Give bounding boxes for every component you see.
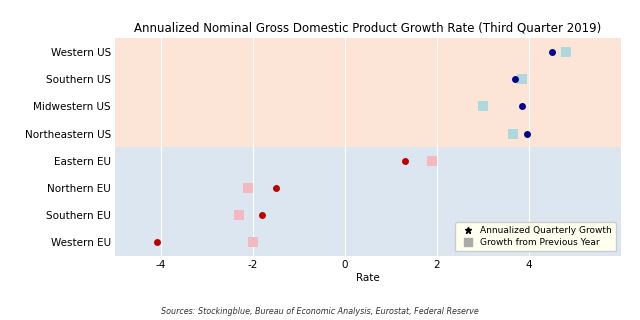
Bar [115,147,621,174]
Point [517,76,527,82]
Point [399,158,410,163]
Point [257,212,268,218]
Point [517,104,527,109]
Bar [115,174,621,202]
Bar [115,229,621,256]
Point [510,76,520,82]
Point [522,131,532,136]
Point [271,185,281,190]
Bar [115,93,621,120]
Bar [115,38,621,66]
Legend: Annualized Quarterly Growth, Growth from Previous Year: Annualized Quarterly Growth, Growth from… [455,222,616,252]
Point [478,104,488,109]
Point [508,131,518,136]
X-axis label: Rate: Rate [356,273,380,283]
Point [561,49,571,54]
Point [152,240,162,245]
Bar [115,120,621,147]
Point [234,212,244,218]
Title: Annualized Nominal Gross Domestic Product Growth Rate (Third Quarter 2019): Annualized Nominal Gross Domestic Produc… [134,21,602,35]
Point [243,185,253,190]
Bar [115,66,621,93]
Point [248,240,258,245]
Text: Sources: Stockingblue, Bureau of Economic Analysis, Eurostat, Federal Reserve: Sources: Stockingblue, Bureau of Economi… [161,307,479,316]
Point [547,49,557,54]
Bar [115,202,621,229]
Point [428,158,438,163]
